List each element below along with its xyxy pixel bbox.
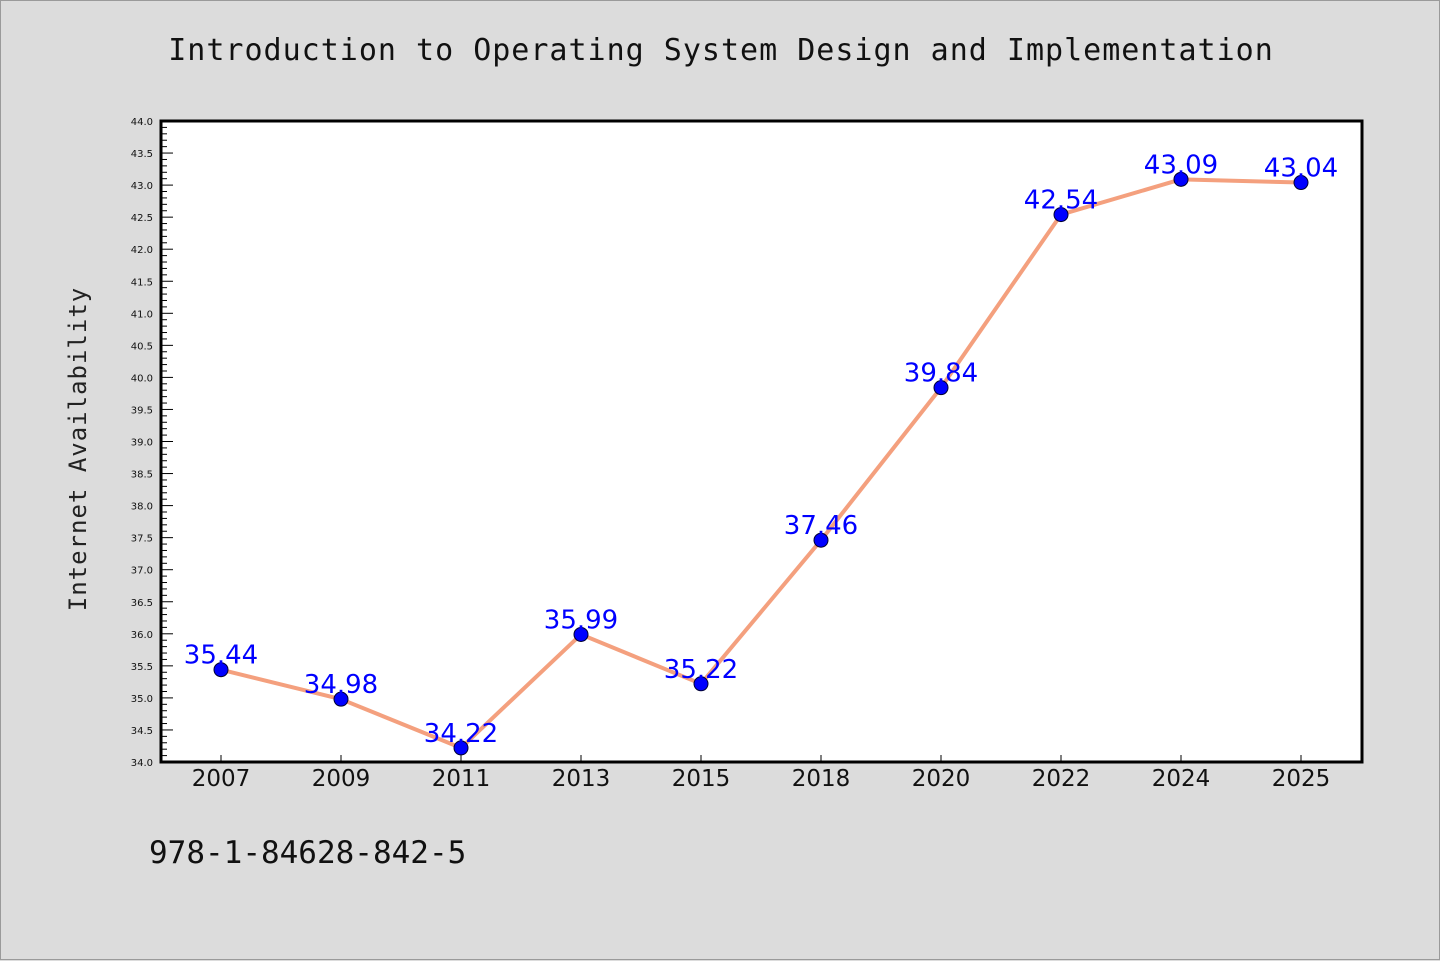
- data-point: [1053, 207, 1069, 223]
- x-tick-label: 2009: [312, 766, 371, 792]
- data-label: 35.99: [544, 605, 618, 635]
- data-label: 39.84: [904, 359, 978, 389]
- data-point: [813, 532, 829, 548]
- y-tick-label: 40.0: [131, 373, 153, 384]
- y-tick-label: 39.0: [131, 438, 153, 449]
- y-tick-label: 38.0: [131, 502, 153, 513]
- series-line: [219, 177, 1303, 750]
- y-tick-label: 41.0: [131, 309, 153, 320]
- y-axis: 34.0 34.5 35.0 35.5 36.0 36.5 37.0 37.5 38.0 38.5…: [131, 117, 173, 769]
- x-tick-label: 2022: [1032, 766, 1091, 792]
- y-tick-label: 43.0: [131, 181, 153, 192]
- data-label: 34.22: [424, 719, 498, 749]
- data-point: [453, 740, 469, 756]
- x-tick-label: 2025: [1272, 766, 1331, 792]
- y-tick-label: 35.0: [131, 694, 153, 705]
- x-tick-label: 2013: [552, 766, 611, 792]
- data-point: [933, 380, 949, 396]
- y-tick-label: 34.5: [131, 726, 153, 737]
- data-label: 43.04: [1264, 154, 1338, 184]
- x-tick-label: 2011: [432, 766, 491, 792]
- y-tick-label: 37.5: [131, 534, 153, 545]
- x-tick-label: 2020: [912, 766, 971, 792]
- x-tick-label: 2015: [672, 766, 731, 792]
- x-axis: 2007 2009 2011 2013 2015 2018 2020 2022 2024 2025: [192, 755, 1331, 792]
- y-tick-label: 36.5: [131, 598, 153, 609]
- data-label: 35.22: [664, 655, 738, 685]
- y-tick-label: 42.0: [131, 245, 153, 256]
- data-label: 34.98: [304, 670, 378, 700]
- y-tick-label: 35.5: [131, 662, 153, 673]
- data-point: [1293, 175, 1309, 191]
- data-point: [693, 676, 709, 692]
- data-point: [1173, 171, 1189, 187]
- y-tick-label: 39.5: [131, 405, 153, 416]
- data-label: 37.46: [784, 511, 858, 541]
- chart-title: Introduction to Operating System Design …: [168, 33, 1274, 68]
- data-label: 43.09: [1144, 150, 1218, 180]
- y-tick-label: 34.0: [131, 758, 153, 769]
- y-tick-label: 40.5: [131, 341, 153, 352]
- y-tick-label: 37.0: [131, 566, 153, 577]
- x-tick-label: 2024: [1152, 766, 1211, 792]
- y-tick-label: 38.5: [131, 470, 153, 481]
- y-tick-label: 36.0: [131, 630, 153, 641]
- y-tick-label: 42.5: [131, 213, 153, 224]
- y-tick-label: 43.5: [131, 149, 153, 160]
- x-tick-label: 2007: [192, 766, 251, 792]
- series: 35.44 34.98 34.22 35.99 35.22 37.46 39.84 42.54…: [184, 150, 1338, 756]
- data-label: 35.44: [184, 641, 258, 671]
- isbn-text: 978-1-84628-842-5: [149, 835, 467, 871]
- data-point: [333, 691, 349, 707]
- x-tick-label: 2018: [792, 766, 851, 792]
- y-tick-label: 41.5: [131, 277, 153, 288]
- plot-area: [159, 119, 1364, 764]
- data-point: [573, 626, 589, 642]
- y-tick-label: 44.0: [131, 117, 153, 128]
- data-label: 42.54: [1024, 186, 1098, 216]
- data-point: [213, 662, 229, 678]
